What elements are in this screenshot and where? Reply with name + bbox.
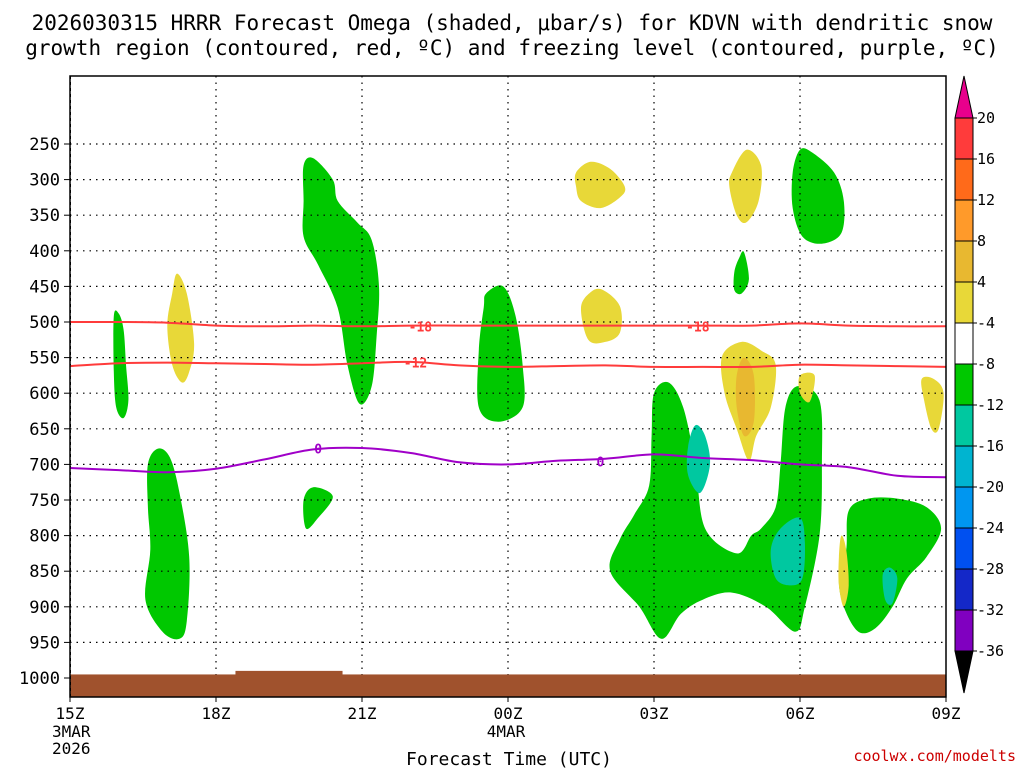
colorbar-label--32: -32 bbox=[977, 601, 1004, 619]
omega-region-ascent-2 bbox=[302, 157, 380, 405]
contour-label-freezing-level: 0 bbox=[314, 443, 322, 458]
colorbar-label--8: -8 bbox=[977, 355, 995, 373]
omega-region-ascent-0 bbox=[113, 310, 129, 419]
y-tick-label-900: 900 bbox=[29, 598, 60, 618]
colorbar-label-8: 8 bbox=[977, 232, 986, 250]
contour-dgz-bottom bbox=[69, 360, 947, 369]
y-tick-label-400: 400 bbox=[29, 242, 60, 262]
contour-lines: -18 -18 -12 0 0 bbox=[69, 320, 947, 479]
contour-label-dgz-bottom: -12 bbox=[404, 357, 427, 372]
terrain-layer bbox=[70, 670, 946, 697]
x-tick-sublabel-4MAR: 4MAR bbox=[487, 722, 526, 741]
y-tick-label-600: 600 bbox=[29, 384, 60, 404]
credit-text: coolwx.com/modelts bbox=[853, 747, 1016, 765]
x-tick-label-06Z: 06Z bbox=[786, 704, 815, 723]
omega-region-ascent-4 bbox=[477, 285, 525, 422]
omega-region-descent-5 bbox=[798, 372, 815, 403]
colorbar: 20 16 12 8 4 -4 -8 -12 -16 -20 -24 -28 -32 -36 bbox=[954, 75, 1004, 694]
omega-region-descent-7 bbox=[921, 376, 944, 433]
colorbar-label-12: 12 bbox=[977, 191, 995, 209]
chart-title-line-2: growth region (contoured, red, ºC) and f… bbox=[25, 36, 999, 60]
y-tick-label-950: 950 bbox=[29, 633, 60, 653]
colorbar-label--4: -4 bbox=[977, 314, 995, 332]
y-tick-label-1000: 1000 bbox=[19, 669, 60, 689]
colorbar-band-7 bbox=[954, 404, 974, 447]
contour-label-dgz-top: -18 bbox=[409, 320, 433, 335]
omega-region-ascent-1 bbox=[145, 448, 190, 640]
colorbar-min-arrow bbox=[954, 650, 974, 694]
x-tick-label-00Z: 00Z bbox=[494, 704, 523, 723]
omega-region-ascent-3 bbox=[303, 487, 333, 530]
x-tick-sublabel-3MAR: 3MAR bbox=[52, 722, 91, 741]
colorbar-label-4: 4 bbox=[977, 273, 986, 291]
colorbar-band-4 bbox=[954, 281, 974, 324]
colorbar-band-2 bbox=[954, 199, 974, 242]
colorbar-band-3 bbox=[954, 240, 974, 283]
omega-region-ascent-strong-1 bbox=[770, 517, 806, 586]
contour-freezing-level bbox=[69, 446, 947, 479]
contour-dgz-top bbox=[69, 320, 947, 328]
y-tick-label-550: 550 bbox=[29, 349, 60, 369]
omega-region-descent-3 bbox=[729, 149, 762, 224]
y-tick-label-500: 500 bbox=[29, 313, 60, 333]
colorbar-label--28: -28 bbox=[977, 560, 1004, 578]
y-tick-label-650: 650 bbox=[29, 420, 60, 440]
colorbar-label--12: -12 bbox=[977, 396, 1004, 414]
terrain-fill bbox=[70, 674, 946, 697]
colorbar-label--36: -36 bbox=[977, 642, 1004, 660]
chart-title-line-1: 2026030315 HRRR Forecast Omega (shaded, … bbox=[32, 11, 993, 35]
omega-region-ascent-5 bbox=[609, 381, 823, 639]
y-tick-label-850: 850 bbox=[29, 562, 60, 582]
omega-region-ascent-strong-0 bbox=[686, 424, 711, 494]
colorbar-band-8 bbox=[954, 445, 974, 488]
x-tick-sublabel-2026: 2026 bbox=[52, 739, 91, 758]
y-tick-label-450: 450 bbox=[29, 277, 60, 297]
contour-label-freezing-level: 0 bbox=[597, 456, 605, 471]
colorbar-band-10 bbox=[954, 527, 974, 570]
colorbar-band-11 bbox=[954, 568, 974, 611]
omega-region-ascent-6 bbox=[791, 148, 845, 244]
x-tick-label-09Z: 09Z bbox=[932, 704, 961, 723]
y-axis-ticks: 250 300 350 400 450 500 550 600 650 700 750 800 850 9… bbox=[19, 135, 70, 689]
omega-region-descent-1 bbox=[574, 161, 626, 209]
x-tick-label-15Z: 15Z bbox=[56, 704, 85, 723]
colorbar-band-1 bbox=[954, 158, 974, 201]
colorbar-band-6 bbox=[954, 363, 974, 406]
y-tick-label-350: 350 bbox=[29, 206, 60, 226]
colorbar-band-0 bbox=[954, 117, 974, 160]
omega-region-descent-2 bbox=[580, 288, 622, 344]
omega-region-ascent-7 bbox=[733, 251, 749, 295]
y-tick-label-800: 800 bbox=[29, 527, 60, 547]
colorbar-band-5 bbox=[954, 322, 974, 365]
y-tick-label-750: 750 bbox=[29, 491, 60, 511]
x-tick-label-21Z: 21Z bbox=[348, 704, 377, 723]
omega-region-ascent-8 bbox=[838, 497, 942, 634]
x-tick-label-18Z: 18Z bbox=[202, 704, 231, 723]
colorbar-label-16: 16 bbox=[977, 150, 995, 168]
y-tick-label-250: 250 bbox=[29, 135, 60, 155]
colorbar-label-20: 20 bbox=[977, 109, 995, 127]
contour-label-dgz-top: -18 bbox=[686, 320, 710, 335]
y-tick-label-700: 700 bbox=[29, 455, 60, 475]
colorbar-band-12 bbox=[954, 609, 974, 652]
x-axis-label: Forecast Time (UTC) bbox=[406, 749, 612, 768]
y-tick-label-300: 300 bbox=[29, 171, 60, 191]
colorbar-band-9 bbox=[954, 486, 974, 529]
omega-region-descent-0 bbox=[167, 273, 195, 383]
terrain-bump bbox=[235, 670, 343, 676]
omega-region-descent-strong-0 bbox=[735, 357, 755, 437]
x-tick-label-03Z: 03Z bbox=[640, 704, 669, 723]
colorbar-label--24: -24 bbox=[977, 519, 1004, 537]
omega-shaded-regions bbox=[113, 148, 944, 640]
colorbar-label--20: -20 bbox=[977, 478, 1004, 496]
colorbar-label--16: -16 bbox=[977, 437, 1004, 455]
omega-region-ascent-strong-2 bbox=[882, 567, 898, 605]
